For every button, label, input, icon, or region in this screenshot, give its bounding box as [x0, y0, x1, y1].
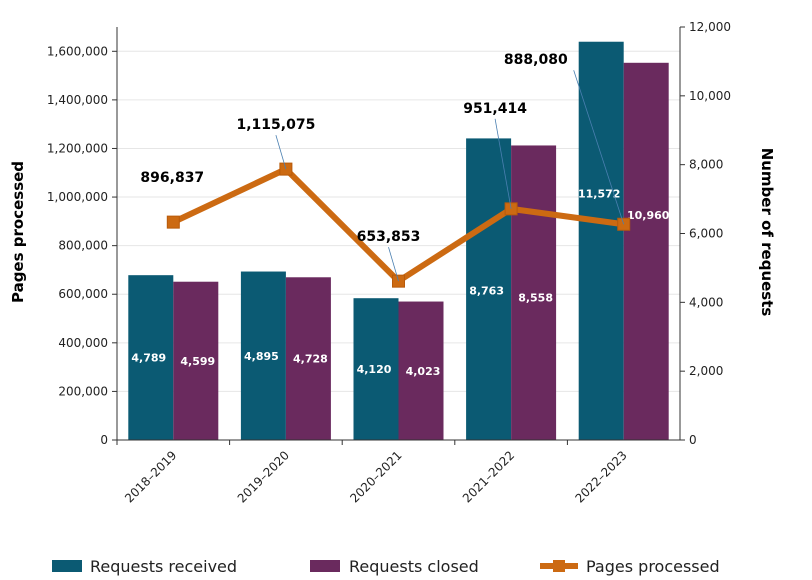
right-axis-title: Number of requests: [758, 148, 776, 317]
legend-swatch-marker: [553, 560, 565, 572]
left-axis-title: Pages processed: [9, 161, 27, 303]
bar-label-received: 4,120: [357, 363, 392, 376]
left-tick-label: 1,200,000: [47, 141, 108, 155]
bar-data-labels: 4,789 4,599 4,895 4,728 4,120 4,023 8,763 8,558…: [131, 188, 669, 378]
leader-line: [275, 134, 287, 170]
legend: Requests received Requests closed Pages …: [52, 557, 720, 576]
bar-label-closed: 8,558: [518, 291, 553, 304]
bar-closed: [285, 277, 331, 440]
category-label: 2019–2020: [235, 448, 292, 505]
line-data-labels: 896,837 1,115,075 653,853 951,414 888,080: [140, 52, 568, 245]
pages-data-label: 1,115,075: [236, 117, 315, 133]
bar-label-received: 11,572: [578, 188, 620, 201]
right-tick-label: 8,000: [689, 158, 723, 172]
category-labels: 2018–2019 2019–2020 2020–2021 2021–2022 2022…: [122, 448, 630, 505]
legend-swatch-received: [52, 560, 82, 572]
right-tick-label: 2,000: [689, 364, 723, 378]
bar-label-closed: 4,023: [406, 365, 441, 378]
right-axis-ticks: 0 2,000 4,000 6,000 8,000 10,000 12,000: [680, 20, 731, 447]
pages-data-label: 951,414: [463, 101, 527, 117]
left-tick-label: 800,000: [58, 239, 108, 253]
leader-line: [573, 70, 625, 225]
legend-label-pages: Pages processed: [586, 557, 720, 576]
legend-label-closed: Requests closed: [349, 557, 479, 576]
category-label: 2022–2023: [572, 448, 629, 505]
pages-data-label: 653,853: [357, 229, 421, 245]
leader-lines: [275, 70, 625, 282]
bar-label-closed: 4,728: [293, 353, 328, 366]
pages-line-marker: [166, 215, 180, 229]
pages-data-label: 896,837: [140, 170, 204, 186]
left-tick-label: 200,000: [58, 384, 108, 398]
bar-received: [240, 271, 286, 440]
bar-received: [578, 41, 624, 440]
right-tick-label: 12,000: [689, 20, 731, 34]
bar-label-closed: 4,599: [180, 355, 215, 368]
bar-closed: [623, 62, 669, 440]
left-tick-label: 400,000: [58, 336, 108, 350]
bar-label-received: 8,763: [469, 284, 504, 297]
category-label: 2018–2019: [122, 448, 179, 505]
bar-closed: [511, 145, 557, 441]
bar-label-closed: 10,960: [627, 209, 670, 222]
left-axis-ticks: 0 200,000 400,000 600,000 800,000 1,000,000 1,…: [47, 44, 117, 447]
pages-line-path: [172, 166, 625, 285]
bar-label-received: 4,895: [244, 350, 279, 363]
right-tick-label: 10,000: [689, 89, 731, 103]
left-tick-label: 600,000: [58, 287, 108, 301]
right-tick-label: 6,000: [689, 227, 723, 241]
bar-closed: [173, 281, 219, 440]
right-tick-label: 4,000: [689, 295, 723, 309]
category-label: 2020–2021: [347, 448, 404, 505]
bar-received: [128, 275, 174, 440]
bar-closed: [398, 301, 444, 440]
bar-received: [353, 298, 399, 440]
legend-swatch-closed: [310, 560, 340, 572]
left-tick-label: 1,600,000: [47, 44, 108, 58]
left-tick-label: 0: [100, 433, 108, 447]
left-tick-label: 1,400,000: [47, 93, 108, 107]
pages-data-label: 888,080: [504, 52, 568, 68]
bar-label-received: 4,789: [131, 352, 166, 365]
legend-label-received: Requests received: [90, 557, 237, 576]
leader-line: [494, 118, 512, 209]
pages-line: [166, 162, 631, 288]
category-label: 2021–2022: [460, 448, 517, 505]
leader-line: [388, 247, 399, 282]
left-tick-label: 1,000,000: [47, 190, 108, 204]
bar-received: [466, 138, 512, 441]
bars: [128, 41, 669, 441]
right-tick-label: 0: [689, 433, 697, 447]
